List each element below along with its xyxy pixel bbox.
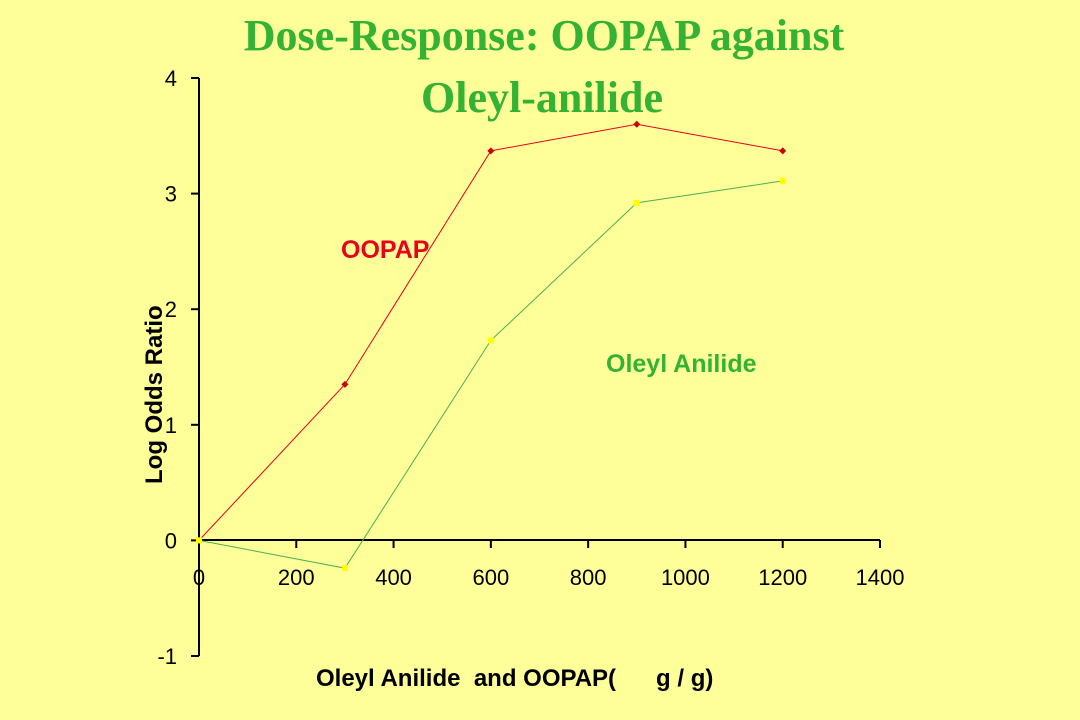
y-tick-label: 4	[165, 66, 177, 91]
data-point-oleyl-anilide	[633, 199, 640, 206]
axes: -1 0 1 2 3 4 0 200 400 600 800 1000 1200 1400	[157, 66, 904, 669]
x-tick-label: 600	[472, 565, 509, 590]
x-tick-label: 1000	[661, 565, 710, 590]
series-line-oopap	[198, 123, 783, 541]
chart-title-line-2: Oleyl-anilide	[421, 73, 663, 122]
x-tick-label: 1400	[856, 565, 905, 590]
x-tick-label: 200	[278, 565, 315, 590]
series-label-oleyl-anilide: Oleyl Anilide	[606, 350, 757, 378]
series-label-oopap: OOPAP	[341, 236, 429, 264]
data-point-oopap	[487, 147, 495, 155]
data-point-oopap	[779, 147, 787, 155]
data-point-oleyl-anilide	[779, 177, 786, 184]
y-tick-label: 2	[165, 297, 177, 322]
data-point-oleyl-anilide	[341, 565, 348, 572]
labels-layer: Log Odds Ratio Oleyl Anilide and OOPAP( …	[141, 236, 757, 692]
data-point-oleyl-anilide	[196, 537, 202, 544]
y-tick-label: 3	[165, 182, 177, 207]
x-axis-title: Oleyl Anilide and OOPAP( g / g)	[316, 665, 713, 692]
y-tick-label: 0	[165, 528, 177, 553]
chart-title-line-1: Dose-Response: OOPAP against	[243, 11, 845, 60]
series-layer	[195, 120, 787, 572]
data-point-oleyl-anilide	[487, 337, 494, 344]
y-tick-label: 1	[165, 413, 177, 438]
x-tick-label: 800	[570, 565, 607, 590]
x-tick-label: 400	[375, 565, 412, 590]
x-tick-label: 0	[193, 565, 205, 590]
y-axis-title: Log Odds Ratio	[141, 305, 168, 484]
y-tick-label: -1	[157, 644, 177, 669]
data-point-oopap	[341, 380, 349, 388]
x-tick-label: 1200	[758, 565, 807, 590]
data-point-oopap	[633, 120, 641, 128]
